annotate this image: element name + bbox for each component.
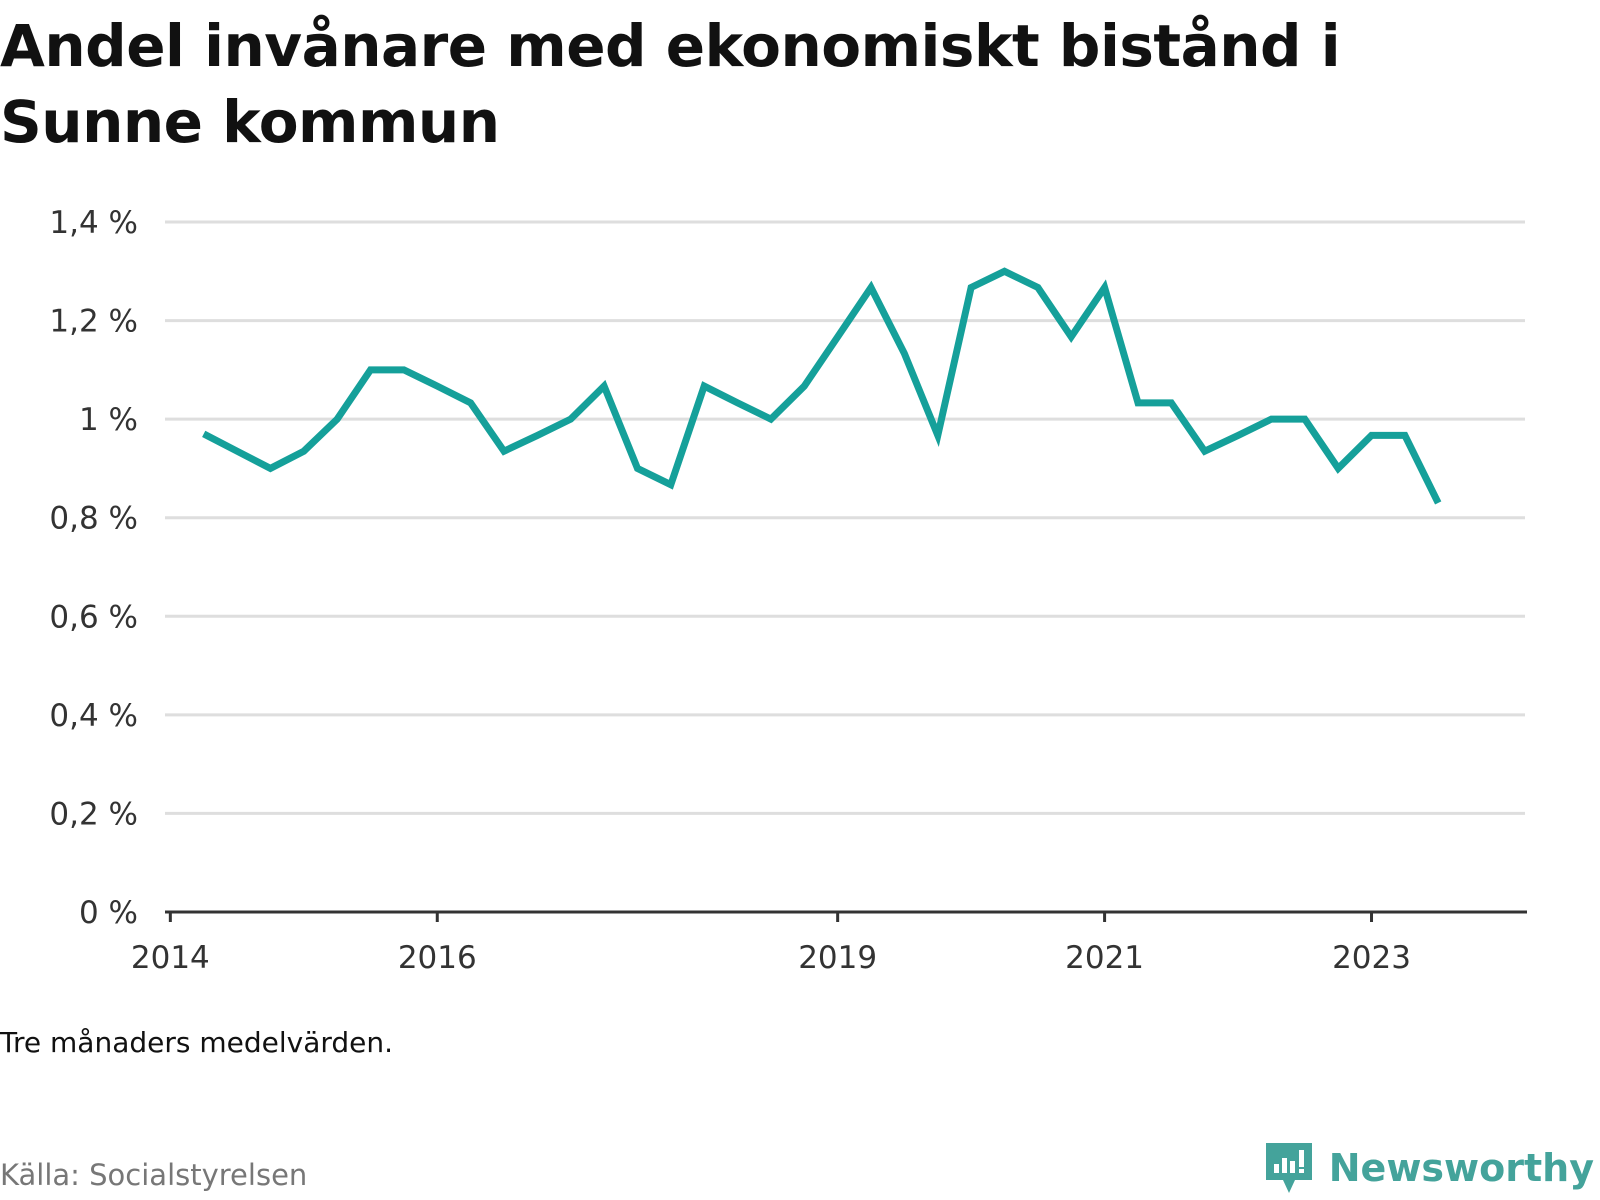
y-tick-label: 0 %: [79, 895, 138, 931]
y-tick-label: 0,8 %: [49, 501, 138, 537]
y-tick-label: 1 %: [79, 402, 138, 438]
x-axis: 2014 2016 2019 2021 2023: [131, 910, 1527, 976]
chart-title: Andel invånare med ekonomiskt bistånd i …: [0, 12, 1341, 156]
y-tick-label: 0,6 %: [49, 599, 138, 635]
x-tick-label: 2023: [1332, 940, 1411, 976]
y-tick-label: 1,4 %: [49, 205, 138, 241]
chart-note: Tre månaders medelvärden.: [0, 1026, 394, 1059]
y-axis: 0 % 0,2 % 0,4 % 0,6 % 0,8 % 1 % 1,2 % 1,4 %: [49, 205, 138, 931]
x-tick-label: 2014: [131, 940, 210, 976]
y-tick-label: 0,4 %: [49, 698, 138, 734]
brand-name: Newsworthy: [1328, 1146, 1594, 1190]
gridlines: [165, 220, 1525, 815]
brand-logo: Newsworthy: [1263, 1140, 1594, 1196]
source-text: Källa: Socialstyrelsen: [0, 1158, 308, 1192]
y-tick-label: 0,2 %: [49, 796, 138, 832]
x-tick-label: 2019: [798, 940, 877, 976]
newsworthy-logo-icon: [1265, 1143, 1312, 1193]
x-tick-label: 2021: [1065, 940, 1144, 976]
line-chart: 0 % 0,2 % 0,4 % 0,6 % 0,8 % 1 % 1,2 % 1,4 % 201…: [49, 205, 1527, 976]
y-tick-label: 1,2 %: [49, 304, 138, 340]
series-group: [202, 267, 1442, 505]
series-line: [202, 267, 1442, 505]
x-tick-label: 2016: [398, 940, 477, 976]
